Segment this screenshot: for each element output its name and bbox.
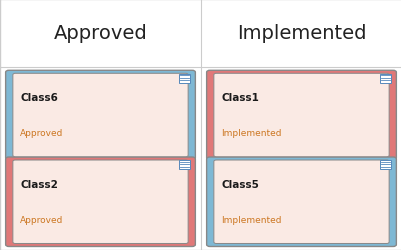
Text: Class6: Class6	[20, 93, 58, 103]
FancyBboxPatch shape	[13, 74, 188, 157]
Text: Implemented: Implemented	[221, 215, 281, 224]
FancyBboxPatch shape	[206, 71, 395, 160]
Text: Class2: Class2	[20, 179, 58, 189]
FancyBboxPatch shape	[13, 160, 188, 244]
FancyBboxPatch shape	[6, 158, 195, 246]
FancyBboxPatch shape	[206, 158, 395, 246]
Text: Class5: Class5	[221, 179, 258, 189]
FancyBboxPatch shape	[178, 160, 190, 170]
FancyBboxPatch shape	[213, 160, 388, 244]
Text: Implemented: Implemented	[221, 129, 281, 138]
FancyBboxPatch shape	[213, 74, 388, 157]
FancyBboxPatch shape	[379, 74, 390, 83]
Text: Approved: Approved	[20, 129, 63, 138]
Text: Implemented: Implemented	[236, 24, 365, 43]
FancyBboxPatch shape	[379, 160, 390, 170]
Text: Approved: Approved	[53, 24, 147, 43]
FancyBboxPatch shape	[178, 74, 190, 83]
Text: Class1: Class1	[221, 93, 258, 103]
Text: Approved: Approved	[20, 215, 63, 224]
FancyBboxPatch shape	[6, 71, 195, 160]
